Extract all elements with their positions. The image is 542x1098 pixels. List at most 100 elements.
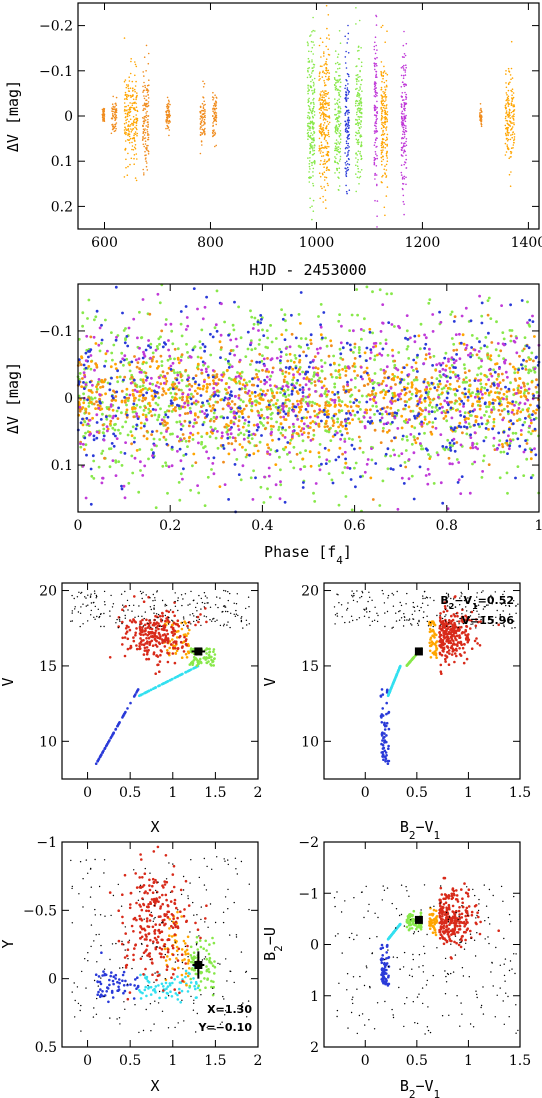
phase-point: [118, 432, 122, 435]
lc-point: [318, 125, 321, 127]
phase-point: [476, 400, 479, 403]
lc-point: [384, 109, 386, 112]
lc-point: [202, 86, 205, 88]
lc-point: [347, 24, 349, 27]
lc-point: [311, 108, 314, 110]
lc-point: [380, 61, 383, 63]
phase-point: [445, 419, 449, 423]
phase-point: [346, 383, 349, 386]
phase-point: [323, 392, 327, 395]
phase-point: [181, 392, 185, 396]
phase-point: [318, 376, 322, 380]
phase-point: [279, 359, 282, 362]
lc-point: [214, 132, 217, 135]
phase-point: [284, 370, 288, 374]
phase-point: [467, 422, 471, 426]
phase-point: [109, 419, 113, 423]
phase-point: [270, 340, 274, 344]
phase-point: [222, 460, 225, 464]
phase-point: [371, 386, 375, 390]
phase-point: [525, 408, 529, 412]
lc-point: [327, 14, 330, 16]
phase-point: [444, 351, 448, 355]
phase-point: [384, 452, 388, 456]
lc-point: [510, 40, 513, 43]
lc-point: [308, 50, 310, 53]
lc-point: [404, 161, 407, 164]
lc-point: [348, 119, 351, 122]
lc-point: [505, 134, 508, 137]
phase-point: [178, 498, 182, 502]
lc-point: [321, 155, 323, 157]
phase-point: [266, 357, 269, 360]
phase-point: [205, 450, 209, 454]
phase-point: [107, 407, 111, 411]
lc-point: [400, 74, 403, 77]
phase-point: [267, 399, 270, 403]
lc-point: [382, 122, 385, 124]
phase-point: [320, 369, 324, 373]
lc-point: [114, 109, 117, 111]
lc-point: [344, 62, 347, 64]
phase-point: [399, 397, 403, 401]
phase-point: [78, 405, 82, 409]
phase-point: [229, 421, 233, 425]
phase-point: [509, 381, 512, 385]
lc-point: [403, 108, 405, 110]
lc-point: [323, 96, 325, 99]
lc-point: [334, 88, 337, 91]
lc-point: [312, 101, 315, 104]
lc-point: [323, 64, 325, 66]
lc-point: [403, 103, 406, 106]
lc-point: [313, 137, 315, 139]
phase-point: [310, 404, 314, 408]
phase-point: [131, 410, 135, 414]
lc-point: [167, 113, 170, 116]
phase-point: [115, 335, 118, 339]
phase-point: [506, 452, 509, 455]
lc-point: [404, 120, 407, 123]
lc-point: [347, 123, 349, 126]
phase-point: [304, 354, 308, 358]
phase-point: [431, 330, 435, 333]
phase-point: [300, 433, 304, 436]
lc-point: [403, 69, 405, 71]
phase-point: [446, 410, 450, 414]
lc-point: [360, 126, 362, 128]
lc-point: [344, 105, 347, 108]
lc-point: [309, 146, 312, 148]
lc-point: [402, 152, 405, 154]
lc-point: [128, 80, 131, 82]
phase-point: [515, 411, 519, 415]
phase-point: [289, 359, 293, 363]
lc-point: [358, 177, 361, 179]
phase-point: [492, 368, 495, 372]
phase-point: [284, 395, 288, 399]
lc-point: [309, 197, 311, 200]
lc-point: [124, 106, 126, 108]
phase-point: [374, 392, 378, 395]
phase-point: [247, 415, 251, 419]
phase-point: [325, 393, 329, 397]
phase-point: [190, 384, 194, 388]
phase-point: [378, 288, 382, 292]
phase-point: [95, 387, 99, 391]
lc-point: [126, 94, 128, 96]
phase-point: [177, 481, 181, 484]
phase-point: [509, 334, 513, 338]
phase-point: [82, 363, 86, 367]
phase-point: [450, 426, 453, 430]
phase-point: [403, 388, 407, 391]
lc-point: [309, 122, 312, 125]
phase-point: [246, 347, 250, 351]
lc-point: [380, 151, 383, 154]
lc-point: [385, 139, 387, 142]
phase-point: [522, 450, 526, 454]
phase-point: [357, 346, 361, 349]
lc-point: [334, 62, 337, 65]
phase-point: [221, 444, 225, 447]
phase-point: [238, 372, 242, 376]
phase-point: [305, 377, 308, 381]
lc-point: [143, 107, 145, 110]
